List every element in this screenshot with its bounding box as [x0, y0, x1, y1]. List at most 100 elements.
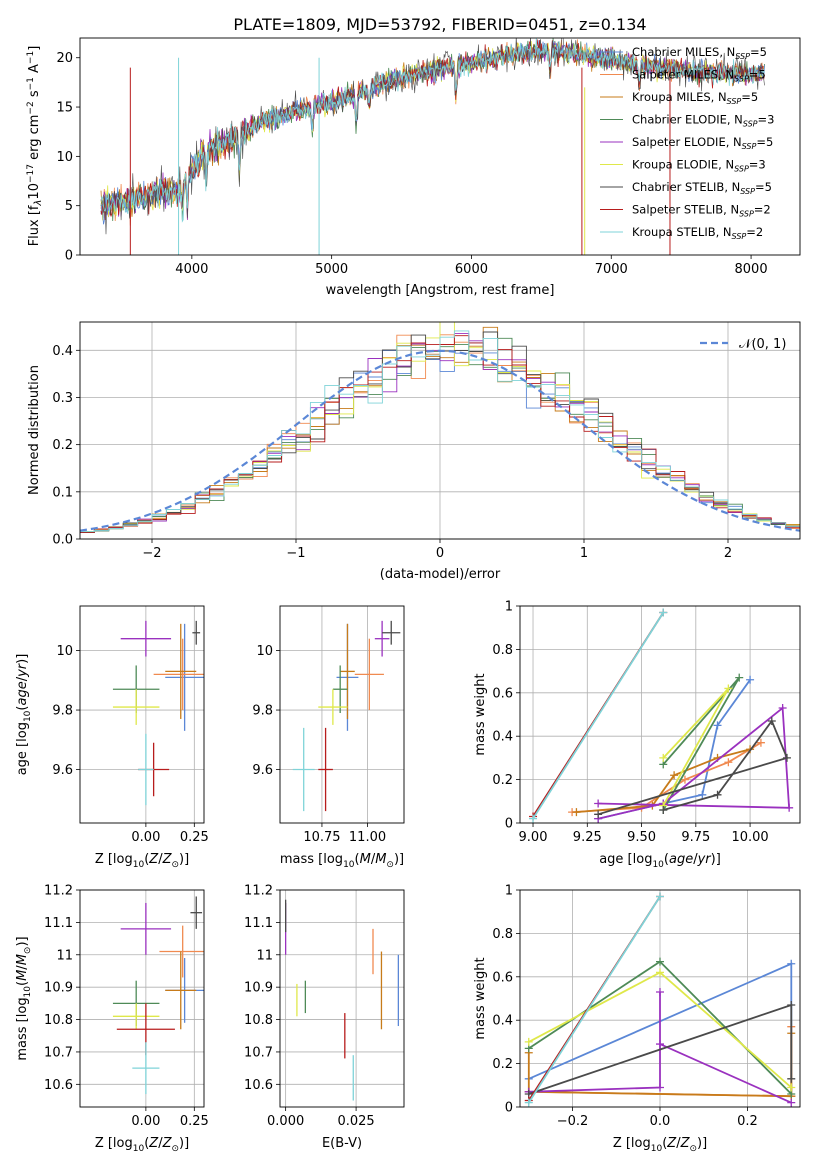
tick-label-x: −1 — [286, 546, 305, 561]
tick-label-y: 10 — [256, 644, 273, 659]
tick-label-y: 11.1 — [244, 916, 273, 931]
tick-label-x: −0.2 — [557, 1114, 589, 1129]
legend-entry: Salpeter ELODIE, NSSP=5 — [632, 135, 773, 151]
panel-weight-vs-age: 9.00 9.25 9.50 9.75 10.00 0 0.2 0.4 0.6 0.8 1 mass … — [473, 600, 801, 870]
tick-label-x: 6000 — [455, 262, 488, 277]
tick-label-y: 0.0 — [52, 533, 73, 548]
weight-marker — [656, 987, 664, 996]
tick-label-x: 0.025 — [337, 1114, 374, 1129]
tick-label-x: 2 — [724, 546, 732, 561]
axes-frame — [279, 889, 405, 1108]
x-axis-label: E(B-V) — [322, 1136, 362, 1151]
weight-marker — [713, 721, 722, 730]
tick-label-y: 0.4 — [52, 344, 73, 359]
tick-label-x: 11.00 — [349, 830, 386, 845]
tick-label-y: 0.8 — [492, 643, 513, 658]
legend-entry: Kroupa ELODIE, NSSP=3 — [632, 158, 766, 174]
tick-label-x: 9.50 — [627, 830, 656, 845]
tick-label-y: 20 — [56, 51, 73, 66]
panel-age-vs-mass: 10.75 11.00 9.6 9.8 10 mass [log10(M/M⊙)] — [252, 605, 405, 870]
weight-marker — [680, 775, 689, 784]
tick-label-y: 11.2 — [244, 884, 273, 899]
tick-label-y: 9.6 — [52, 763, 73, 778]
weight-marker — [767, 717, 776, 726]
y-axis-label: Flux [fλ10−17 erg cm−2 s−1 A−1] — [26, 46, 44, 247]
tick-label-y: 0 — [505, 1101, 513, 1116]
weight-line — [528, 992, 792, 1104]
tick-label-y: 0.6 — [492, 970, 513, 985]
plot-area — [100, 38, 765, 255]
tick-label-y: 11.2 — [44, 884, 73, 899]
weight-marker — [787, 1074, 796, 1083]
weight-marker — [656, 1083, 664, 1092]
tick-label-y: 15 — [56, 101, 73, 116]
legend-entry: Kroupa STELIB, NSSP=2 — [632, 225, 763, 241]
tick-label-y: 10.6 — [44, 1078, 73, 1093]
plot-area — [112, 620, 204, 806]
weight-marker — [659, 805, 668, 814]
tick-label-y: 0 — [65, 249, 73, 264]
tick-label-x: 0.000 — [267, 1114, 304, 1129]
weight-marker — [724, 684, 733, 693]
weight-marker — [670, 771, 679, 780]
tick-label-y: 10.7 — [244, 1045, 273, 1060]
weight-marker — [713, 790, 722, 799]
weight-marker — [572, 808, 581, 817]
tick-label-y: 0.4 — [492, 1014, 513, 1029]
plot-area — [284, 899, 400, 1101]
weight-marker — [787, 1098, 796, 1107]
tick-label-x: 0.25 — [180, 830, 209, 845]
tick-label-x: 0.25 — [180, 1114, 209, 1129]
weight-marker — [659, 608, 668, 617]
tick-label-y: 9.8 — [252, 704, 273, 719]
x-axis-label: wavelength [Angstrom, rest frame] — [326, 283, 555, 298]
weight-marker — [529, 814, 538, 823]
weight-line — [597, 679, 751, 820]
weight-marker — [778, 703, 787, 712]
histogram-series — [80, 330, 800, 533]
tick-label-y: 0.2 — [52, 438, 73, 453]
tick-label-x: 5000 — [315, 262, 348, 277]
weight-marker — [524, 1037, 533, 1046]
x-axis-label: Z [log10(Z/Z⊙)] — [95, 852, 189, 870]
tick-label-x: 9.25 — [573, 830, 602, 845]
x-axis-label: Z [log10(Z/Z⊙)] — [95, 1136, 189, 1154]
tick-label-y: 1 — [505, 884, 513, 899]
y-axis-label: mass [log10(M/M⊙)] — [15, 936, 33, 1060]
legend-normal-label: 𝒩(0, 1) — [739, 337, 786, 352]
plot-area — [529, 608, 794, 823]
panel-residuals: −2 −1 0 1 2 0.0 0.1 0.2 0.3 0.4 𝒩(0, 1) (data-model… — [27, 321, 801, 582]
tick-label-y: 0.4 — [492, 730, 513, 745]
panel-mass-vs-Z: 0.00 0.25 10.6 10.7 10.8 10.9 11 11.1 11.2 Z [log… — [15, 884, 209, 1155]
tick-label-x: 8000 — [735, 262, 768, 277]
weight-marker — [524, 1098, 533, 1107]
weight-marker — [659, 753, 668, 762]
plot-area — [112, 896, 204, 1095]
legend-entry: Chabrier ELODIE, NSSP=3 — [632, 113, 774, 129]
weight-marker — [698, 790, 707, 799]
y-axis-label: Normed distribution — [27, 365, 42, 495]
tick-label-y: 11 — [256, 948, 273, 963]
weight-marker — [735, 673, 744, 682]
tick-label-x: 1 — [580, 546, 588, 561]
y-axis-label: mass weight — [473, 957, 488, 1039]
normal-curve — [80, 349, 800, 532]
weight-marker — [787, 959, 796, 968]
spectrum-line — [100, 38, 765, 223]
panel-spectrum: 4000 5000 6000 7000 8000 0 5 10 15 20 wavelength [… — [26, 37, 801, 298]
tick-label-y: 0.1 — [52, 485, 73, 500]
tick-label-y: 10.9 — [44, 981, 73, 996]
weight-marker — [782, 753, 791, 762]
axes-frame — [519, 605, 801, 824]
axes-frame — [519, 889, 801, 1108]
weight-marker — [656, 1040, 664, 1049]
tick-label-x: 0.2 — [737, 1114, 758, 1129]
x-axis-label: (data-model)/error — [380, 567, 501, 582]
tick-label-y: 5 — [65, 199, 73, 214]
tick-label-y: 0.3 — [52, 391, 73, 406]
x-axis-label: mass [log10(M/M⊙)] — [280, 852, 404, 870]
tick-label-x: 0.00 — [131, 830, 160, 845]
tick-label-y: 0.6 — [492, 686, 513, 701]
tick-label-x: 10.00 — [731, 830, 768, 845]
